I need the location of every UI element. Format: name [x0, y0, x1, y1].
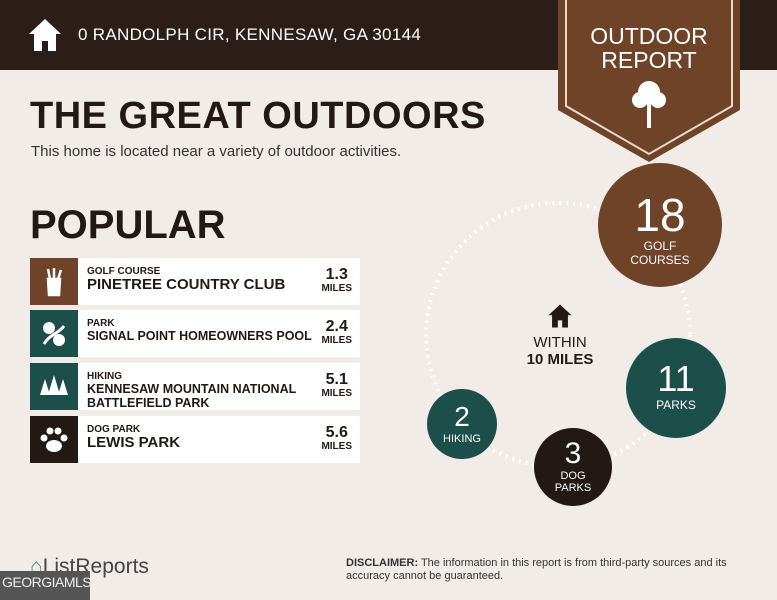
page-subtitle: This home is located near a variety of o…: [31, 143, 402, 160]
item-name: PINETREE COUNTRY CLUB: [87, 276, 286, 293]
item-category: HIKING: [87, 371, 122, 382]
item-category: PARK: [87, 318, 115, 329]
item-distance: 1.3: [325, 266, 348, 283]
address: 0 RANDOLPH CIR, KENNESAW, GA 30144: [78, 25, 422, 44]
house-icon: [548, 304, 572, 328]
item-name: LEWIS PARK: [87, 434, 181, 451]
item-distance: 2.4: [325, 318, 348, 335]
radius-label: WITHIN 10 MILES: [500, 303, 620, 368]
outdoor-report-badge: OUTDOOR REPORT: [558, 0, 740, 162]
golf-courses-count: 18 GOLF COURSES: [598, 163, 722, 287]
page-title: THE GREAT OUTDOORS: [30, 95, 486, 137]
list-item: DOG PARK LEWIS PARK 5.6 MILES: [30, 416, 360, 463]
within-label: WITHIN: [533, 334, 587, 351]
tree-icon: [632, 81, 666, 128]
house-icon: [29, 19, 61, 51]
item-distance: 5.1: [325, 371, 348, 388]
item-category: GOLF COURSE: [87, 266, 161, 277]
item-category: DOG PARK: [87, 424, 141, 435]
park-icon: [30, 310, 78, 357]
paw-icon: [30, 416, 78, 463]
item-name: SIGNAL POINT HOMEOWNERS POOL: [87, 329, 312, 343]
hiking-count: 2 HIKING: [427, 389, 497, 459]
list-item: PARK SIGNAL POINT HOMEOWNERS POOL 2.4 MIL…: [30, 310, 360, 357]
trees-icon: [30, 363, 78, 410]
radius-ring: [424, 201, 692, 469]
radius-value: 10 MILES: [526, 351, 594, 368]
popular-heading: POPULAR: [30, 203, 226, 247]
item-name: KENNESAW MOUNTAIN NATIONAL BATTLEFIELD P…: [87, 382, 297, 410]
dog-parks-count: 3 DOG PARKS: [534, 428, 612, 506]
list-item: HIKING KENNESAW MOUNTAIN NATIONAL BATTLE…: [30, 363, 360, 410]
item-unit: MILES: [321, 388, 352, 399]
golf-bag-icon: [30, 258, 78, 305]
disclaimer: DISCLAIMER: The information in this repo…: [346, 557, 727, 582]
item-unit: MILES: [321, 283, 352, 294]
item-distance: 5.6: [325, 424, 348, 441]
badge-line1: OUTDOOR: [590, 23, 708, 49]
parks-count: 11 PARKS: [626, 338, 726, 438]
item-unit: MILES: [321, 441, 352, 452]
badge-line2: REPORT: [601, 47, 697, 73]
list-item: GOLF COURSE PINETREE COUNTRY CLUB 1.3 MIL…: [30, 258, 360, 305]
georgia-mls-logo: GEORGIAMLS: [0, 571, 92, 600]
item-unit: MILES: [321, 335, 352, 346]
